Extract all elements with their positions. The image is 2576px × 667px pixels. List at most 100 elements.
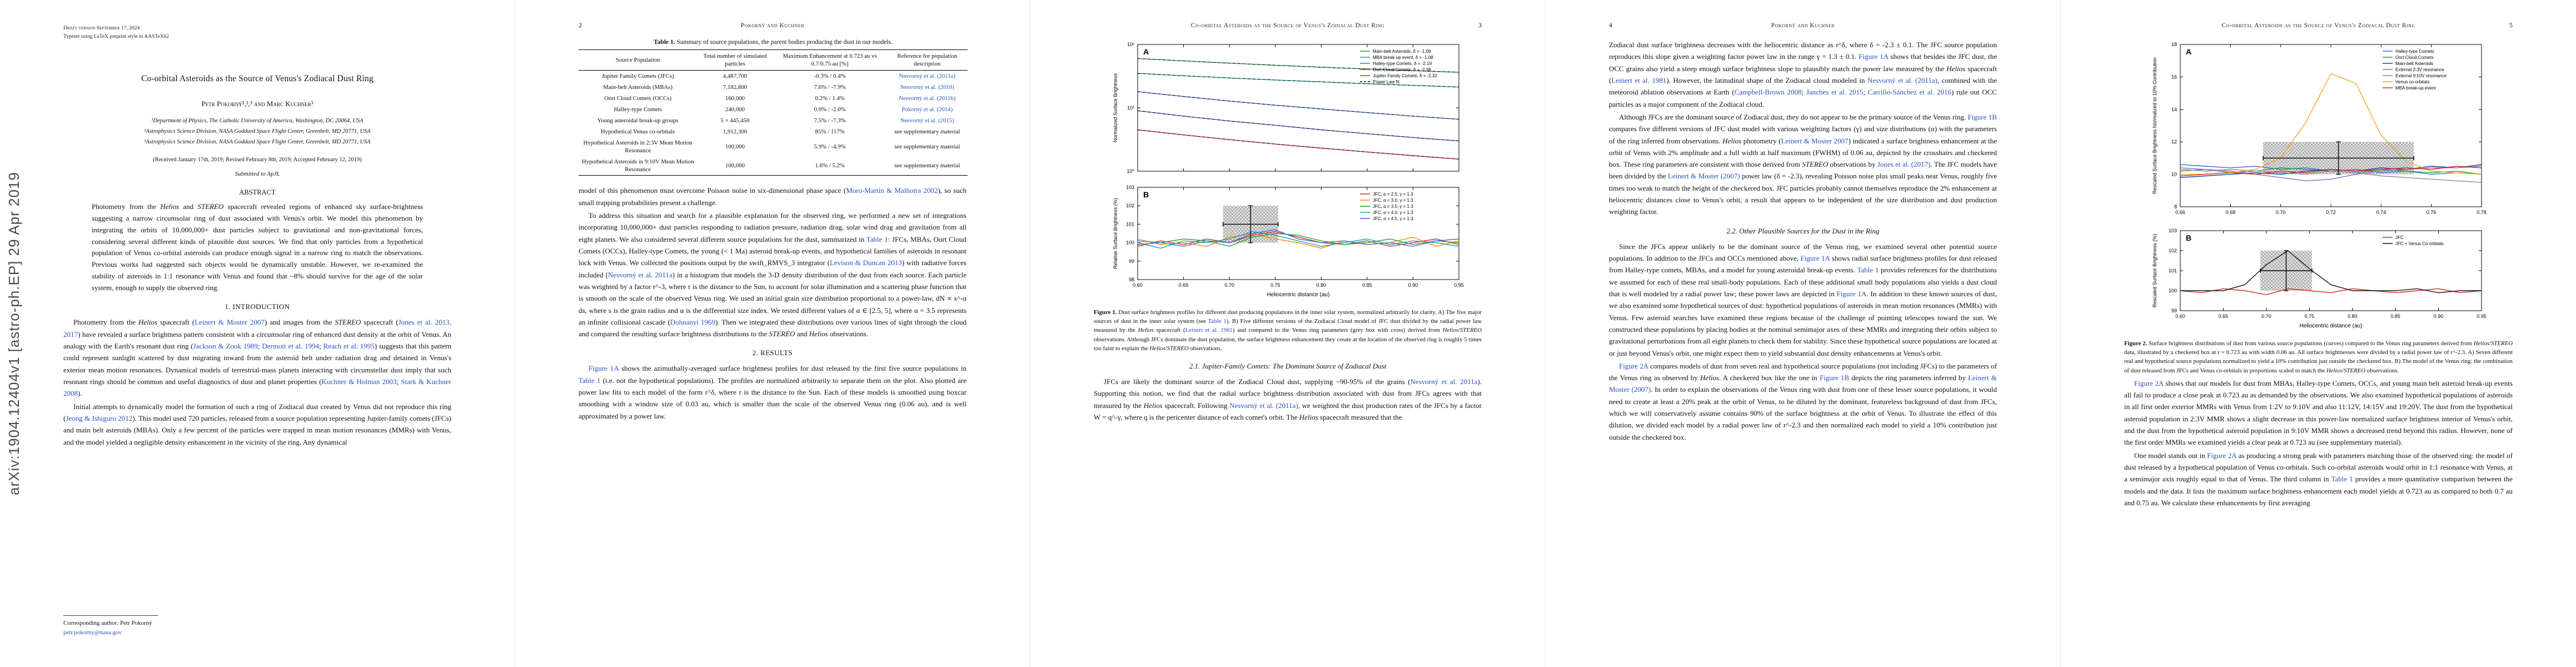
svg-text:Jupiter Family Comets, δ = -2.: Jupiter Family Comets, δ = -2.32 [1373,73,1437,78]
svg-text:JFC, α = 3.0, γ = 1.3: JFC, α = 3.0, γ = 1.3 [1373,198,1413,203]
page-2: 2 Pokorný and Kuchner Table 1. Summary o… [515,0,1030,667]
svg-text:0.70: 0.70 [2275,210,2285,215]
page-1: Draft version September 17, 2024 Typeset… [0,0,515,667]
svg-text:0.70: 0.70 [1224,282,1234,288]
abstract-heading: ABSTRACT [239,188,276,197]
svg-text:External 2:3V resonance: External 2:3V resonance [2395,67,2444,72]
svg-text:External 9:10V resonance: External 9:10V resonance [2395,73,2447,78]
svg-text:0.80: 0.80 [1317,282,1327,288]
corresponding-author-email[interactable]: petr.pokorny@nasa.gov [63,629,122,636]
running-head-text: Co-orbital Asteroids as the Source of Ve… [1190,22,1385,29]
svg-text:Halley-type Comets: Halley-type Comets [2395,49,2434,54]
svg-text:0.76: 0.76 [2426,210,2436,215]
svg-text:0.95: 0.95 [1454,282,1464,288]
table-row: Hypothetical Asteroids in 2:3V Mean Moti… [583,140,960,155]
svg-text:0.68: 0.68 [2225,210,2235,215]
intro-paragraph-1: Photometry from the Helios spacecraft (L… [63,318,451,398]
svg-text:Oort Cloud Comets, δ = -2.38: Oort Cloud Comets, δ = -2.38 [1373,67,1431,72]
figure-2-panel-a-chart: 0.66 0.68 0.70 0.72 0.74 0.76 0.78 8 10 12 14 16 18 A… [2124,39,2513,225]
table-row: Main-belt Asteroids (MBAs) 7,182,800 7.6% … [603,84,954,91]
submitted-line: Submitted to ApJL [235,171,280,178]
svg-text:Main-belt Asteroids: Main-belt Asteroids [2395,61,2433,66]
svg-text:0.95: 0.95 [2477,313,2487,319]
affiliations: ¹Department of Physics, The Catholic Uni… [63,116,451,148]
corresponding-author-label: Corresponding author: Petr Pokorný [63,619,152,626]
running-head-text: Pokorný and Kuchner [1771,22,1835,29]
page5-paragraph-2: One model stands out in Figure 2A as pro… [2124,451,2513,507]
svg-text:101: 101 [2168,268,2176,273]
svg-text:0.75: 0.75 [2304,313,2314,319]
table-column-header: Maximum Enhancement at 0.723 au vs 0.7/0… [773,49,887,71]
figure-1-caption-text: Dust surface brightness profiles for dif… [1094,309,1482,352]
svg-text:0.80: 0.80 [2347,313,2357,319]
running-head-text: Pokorný and Kuchner [740,22,805,29]
svg-text:102: 102 [1126,203,1134,208]
paper-title: Co-orbital Asteroids as the Source of Ve… [141,74,373,84]
figure-1-panel-b-chart: 0.60 0.65 0.70 0.75 0.80 0.85 0.90 0.95 98 99 100 1… [1094,182,1482,302]
svg-text:Halley-type Comets, δ = -2.19: Halley-type Comets, δ = -2.19 [1373,61,1432,66]
table-column-header: Total number of simulated particles [697,49,773,71]
arxiv-watermark: arXiv:1904.12404v1 [astro-ph.EP] 29 Apr … [6,172,22,495]
svg-text:JFC, α = 4.5, γ = 1.3: JFC, α = 4.5, γ = 1.3 [1373,216,1413,221]
running-head-page-5: Co-orbital Asteroids as the Source of Ve… [2124,21,2513,29]
page4-paragraph-2: Although JFCs are the dominant source of… [1609,112,1997,216]
svg-text:B: B [1143,190,1149,199]
svg-text:100: 100 [1126,240,1134,246]
svg-text:Power Law fit: Power Law fit [1373,79,1400,84]
figure-1: 10⁰ 10¹ 10² A Main-belt Asteroids, δ = -1.09… [1094,39,1482,353]
svg-text:0.65: 0.65 [1179,282,1189,288]
svg-text:10: 10 [2171,172,2176,177]
section-2-1-heading: 2.1. Jupiter-Family Comets: The Dominant… [1189,361,1387,370]
svg-text:98: 98 [1129,277,1134,282]
svg-text:Rescaled Surface Brightness No: Rescaled Surface Brightness Normalized t… [2152,57,2158,194]
section-2-heading: 2. RESULTS [752,349,793,357]
svg-text:0.85: 0.85 [2390,313,2400,319]
table-row: Jupiter Family Comets (JFCs) 4,487,700 -0.… [601,73,956,80]
svg-text:0.75: 0.75 [1270,282,1280,288]
figure-1-panel-a-chart: 10⁰ 10¹ 10² A Main-belt Asteroids, δ = -1.09… [1094,39,1482,182]
figure-2: 0.66 0.68 0.70 0.72 0.74 0.76 0.78 8 10 12 14 16 18 A… [2124,39,2513,375]
page-number: 4 [1609,21,1612,29]
svg-text:MBA break-up event, δ = -1.08: MBA break-up event, δ = -1.08 [1373,55,1433,60]
svg-text:0.85: 0.85 [1362,282,1372,288]
svg-text:0.90: 0.90 [2433,313,2443,319]
svg-text:100: 100 [2168,288,2176,293]
typeset-line: Typeset using LaTeX preprint style in AA… [63,33,170,39]
svg-text:0.74: 0.74 [2376,210,2386,215]
svg-text:JFC, α = 3.5, γ = 1.3: JFC, α = 3.5, γ = 1.3 [1373,204,1413,209]
table-row: Young asteroidal break-up groups 5 × 445,… [597,117,954,125]
abstract-text: Photometry from the Helios and STEREO sp… [92,202,423,292]
section-1-heading: 1. INTRODUCTION [225,302,290,311]
table-column-header: Source Population [579,49,697,71]
svg-text:0.66: 0.66 [2175,210,2185,215]
affiliation-3: ³Astrophysics Science Division, NASA God… [144,139,371,146]
svg-text:0.72: 0.72 [2326,210,2336,215]
figure-2-caption-label: Figure 2. [2124,340,2148,347]
svg-text:Normalized Surface Brightness: Normalized Surface Brightness [1113,73,1118,142]
page5-paragraph-1: Figure 2A shows that our models for dust… [2124,379,2513,447]
svg-text:14: 14 [2171,107,2176,112]
svg-text:18: 18 [2171,42,2176,47]
table-1-caption-text: Summary of source populations, the paren… [676,39,893,46]
svg-text:Rescaled Surface Brightness (%: Rescaled Surface Brightness (%) [2152,234,2158,308]
figure-2-caption-text: Surface brightness distributions of dust… [2124,340,2513,374]
affiliation-1: ¹Department of Physics, The Catholic Uni… [151,118,363,125]
page-number: 5 [2509,21,2513,29]
running-head-page-3: Co-orbital Asteroids as the Source of Ve… [1094,21,1482,29]
received-line: (Received January 17th, 2019; Revised Fe… [153,157,362,163]
page2-paragraph-2: To address this situation and search for… [579,211,967,339]
svg-text:Oort Cloud Comets: Oort Cloud Comets [2395,55,2433,60]
svg-text:MBA break-up event: MBA break-up event [2395,86,2436,91]
svg-text:JFC + Venus Co-orbitals: JFC + Venus Co-orbitals [2395,241,2444,246]
section-2-2-heading: 2.2. Other Plausible Sources for the Dus… [1726,226,1880,235]
table-1: Source Population Total number of simulat… [579,49,968,176]
svg-text:Main-belt Asteroids, δ = -1.09: Main-belt Asteroids, δ = -1.09 [1373,49,1431,54]
svg-text:12: 12 [2171,139,2176,145]
footnote-rule [63,615,158,616]
figure-1-caption: Figure 1. Dust surface brightness profil… [1094,308,1482,353]
page-3: Co-orbital Asteroids as the Source of Ve… [1030,0,1546,667]
svg-text:0.65: 0.65 [2218,313,2228,319]
svg-text:A: A [1143,47,1149,56]
page-number: 2 [579,21,582,29]
